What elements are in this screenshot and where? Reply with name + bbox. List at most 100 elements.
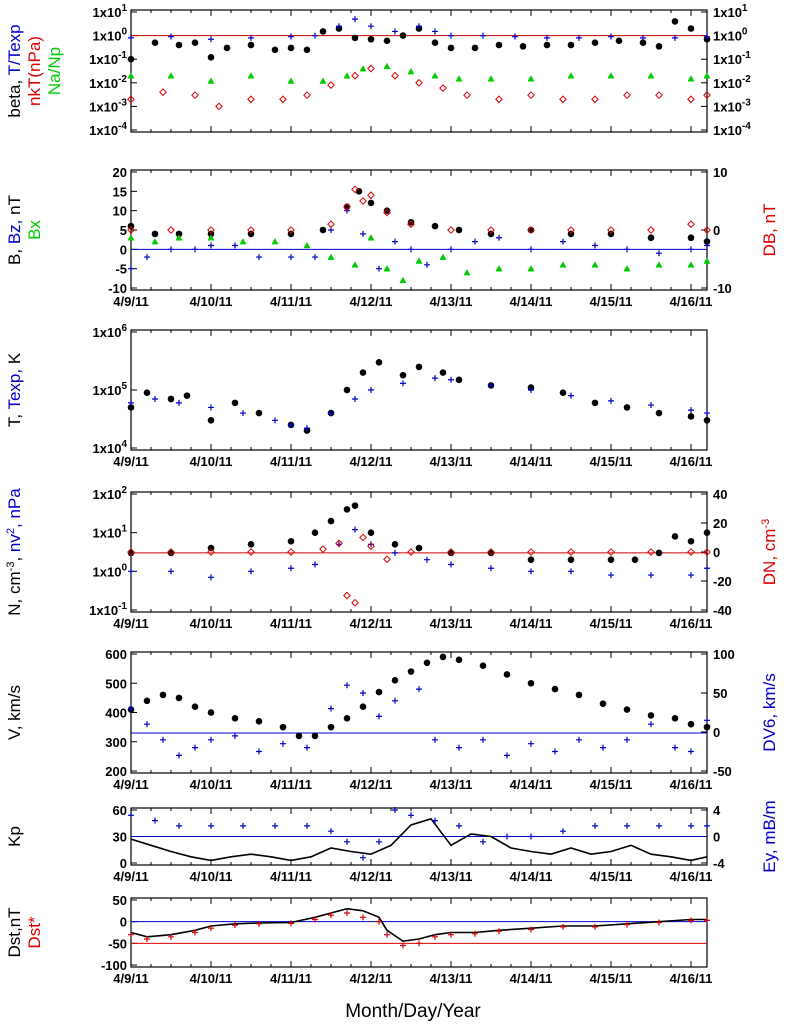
data-point <box>704 410 710 417</box>
y2-axis-label: Ey, mB/m <box>760 800 779 872</box>
data-point <box>383 37 391 45</box>
data-point <box>591 95 599 104</box>
data-point <box>527 75 535 82</box>
data-point <box>208 36 214 43</box>
data-point <box>375 359 383 366</box>
data-point <box>407 548 415 556</box>
data-point <box>359 533 367 542</box>
data-point <box>439 84 447 92</box>
data-point <box>167 72 175 79</box>
data-point <box>703 417 711 424</box>
data-point <box>432 933 438 940</box>
y2-axis-label: DV6, km/s <box>760 673 779 751</box>
data-point <box>392 28 398 35</box>
y-axis-label-part: -3 <box>5 562 17 572</box>
data-point <box>359 197 367 205</box>
data-point <box>144 721 150 728</box>
data-point <box>463 91 471 100</box>
data-point <box>128 812 134 819</box>
y2-tick-label: 1x10-4 <box>713 121 751 138</box>
data-point <box>575 691 583 699</box>
data-point <box>487 226 495 234</box>
data-point <box>528 568 534 575</box>
data-point <box>343 506 351 513</box>
data-point <box>312 916 318 923</box>
data-point <box>207 548 215 556</box>
data-point <box>247 95 255 104</box>
data-point <box>168 568 174 575</box>
data-point <box>552 748 558 755</box>
y2-tick-label: -50 <box>713 764 732 779</box>
y-axis-label-3-part: Na/Np <box>45 47 64 95</box>
y-axis-label-part: T/Texp <box>5 24 24 79</box>
data-point <box>175 230 183 238</box>
data-point <box>544 34 550 41</box>
data-point <box>176 822 182 829</box>
data-point <box>375 688 383 696</box>
data-point <box>559 389 567 396</box>
data-point <box>432 375 438 382</box>
series-0 <box>127 18 711 63</box>
y2-axis-label-part: -3 <box>760 519 772 529</box>
data-point <box>687 220 695 229</box>
data-point <box>128 931 134 938</box>
y2-axis-label: DN, cm-3 <box>760 519 779 585</box>
y-axis-label-part: nT <box>5 195 24 220</box>
data-point <box>688 748 694 755</box>
data-point <box>247 541 255 548</box>
y-axis-label-part: Dst,nT <box>5 907 24 957</box>
y-axis-label-2-part: Dst* <box>25 916 44 949</box>
data-point <box>479 662 487 669</box>
y-axis-label-part: V, km/s <box>5 685 24 740</box>
data-point <box>240 410 246 417</box>
data-point <box>128 399 134 406</box>
data-point <box>328 410 334 417</box>
data-point <box>208 574 214 581</box>
data-point <box>207 417 215 424</box>
data-point <box>376 838 382 845</box>
data-point <box>384 931 390 938</box>
x-tick-label: 4/9/11 <box>113 616 148 631</box>
data-point <box>624 921 630 928</box>
data-point <box>303 91 311 100</box>
data-point <box>439 653 447 661</box>
data-point <box>455 656 463 664</box>
y2-tick-label: 0 <box>713 725 720 740</box>
data-point <box>687 537 695 545</box>
x-tick-label: 4/9/11 <box>113 869 148 884</box>
y-tick-label: 1x101 <box>93 3 128 20</box>
data-point <box>576 34 582 41</box>
data-point <box>287 77 295 84</box>
data-point <box>143 389 151 396</box>
x-tick-label: 4/12/11 <box>350 971 393 986</box>
data-point <box>367 529 375 536</box>
data-point <box>167 395 175 403</box>
data-point <box>295 732 303 740</box>
data-point <box>672 744 678 751</box>
y-axis-label-part: Bz, <box>5 220 24 249</box>
data-point <box>247 548 255 556</box>
y-axis-label: V, km/s <box>5 685 24 740</box>
data-point <box>207 77 215 84</box>
data-point <box>432 28 438 35</box>
y-axis-label-part: beta, <box>5 80 24 118</box>
data-point <box>703 72 711 79</box>
x-tick-label: 4/15/11 <box>590 777 633 792</box>
data-point <box>352 16 358 23</box>
data-point <box>655 261 663 268</box>
data-point <box>703 226 711 234</box>
data-point <box>704 565 710 572</box>
data-point <box>704 33 710 40</box>
data-point <box>327 81 335 89</box>
data-point <box>287 537 295 545</box>
data-point <box>495 265 503 272</box>
data-point <box>367 542 375 551</box>
y2-tick-label: 1x100 <box>713 27 748 44</box>
data-point <box>431 222 439 230</box>
data-point <box>239 238 247 245</box>
y-axis-label-2: Bx <box>25 220 44 240</box>
data-point <box>687 720 695 728</box>
series-1 <box>128 375 710 432</box>
data-point <box>407 668 415 675</box>
data-point <box>175 694 183 702</box>
